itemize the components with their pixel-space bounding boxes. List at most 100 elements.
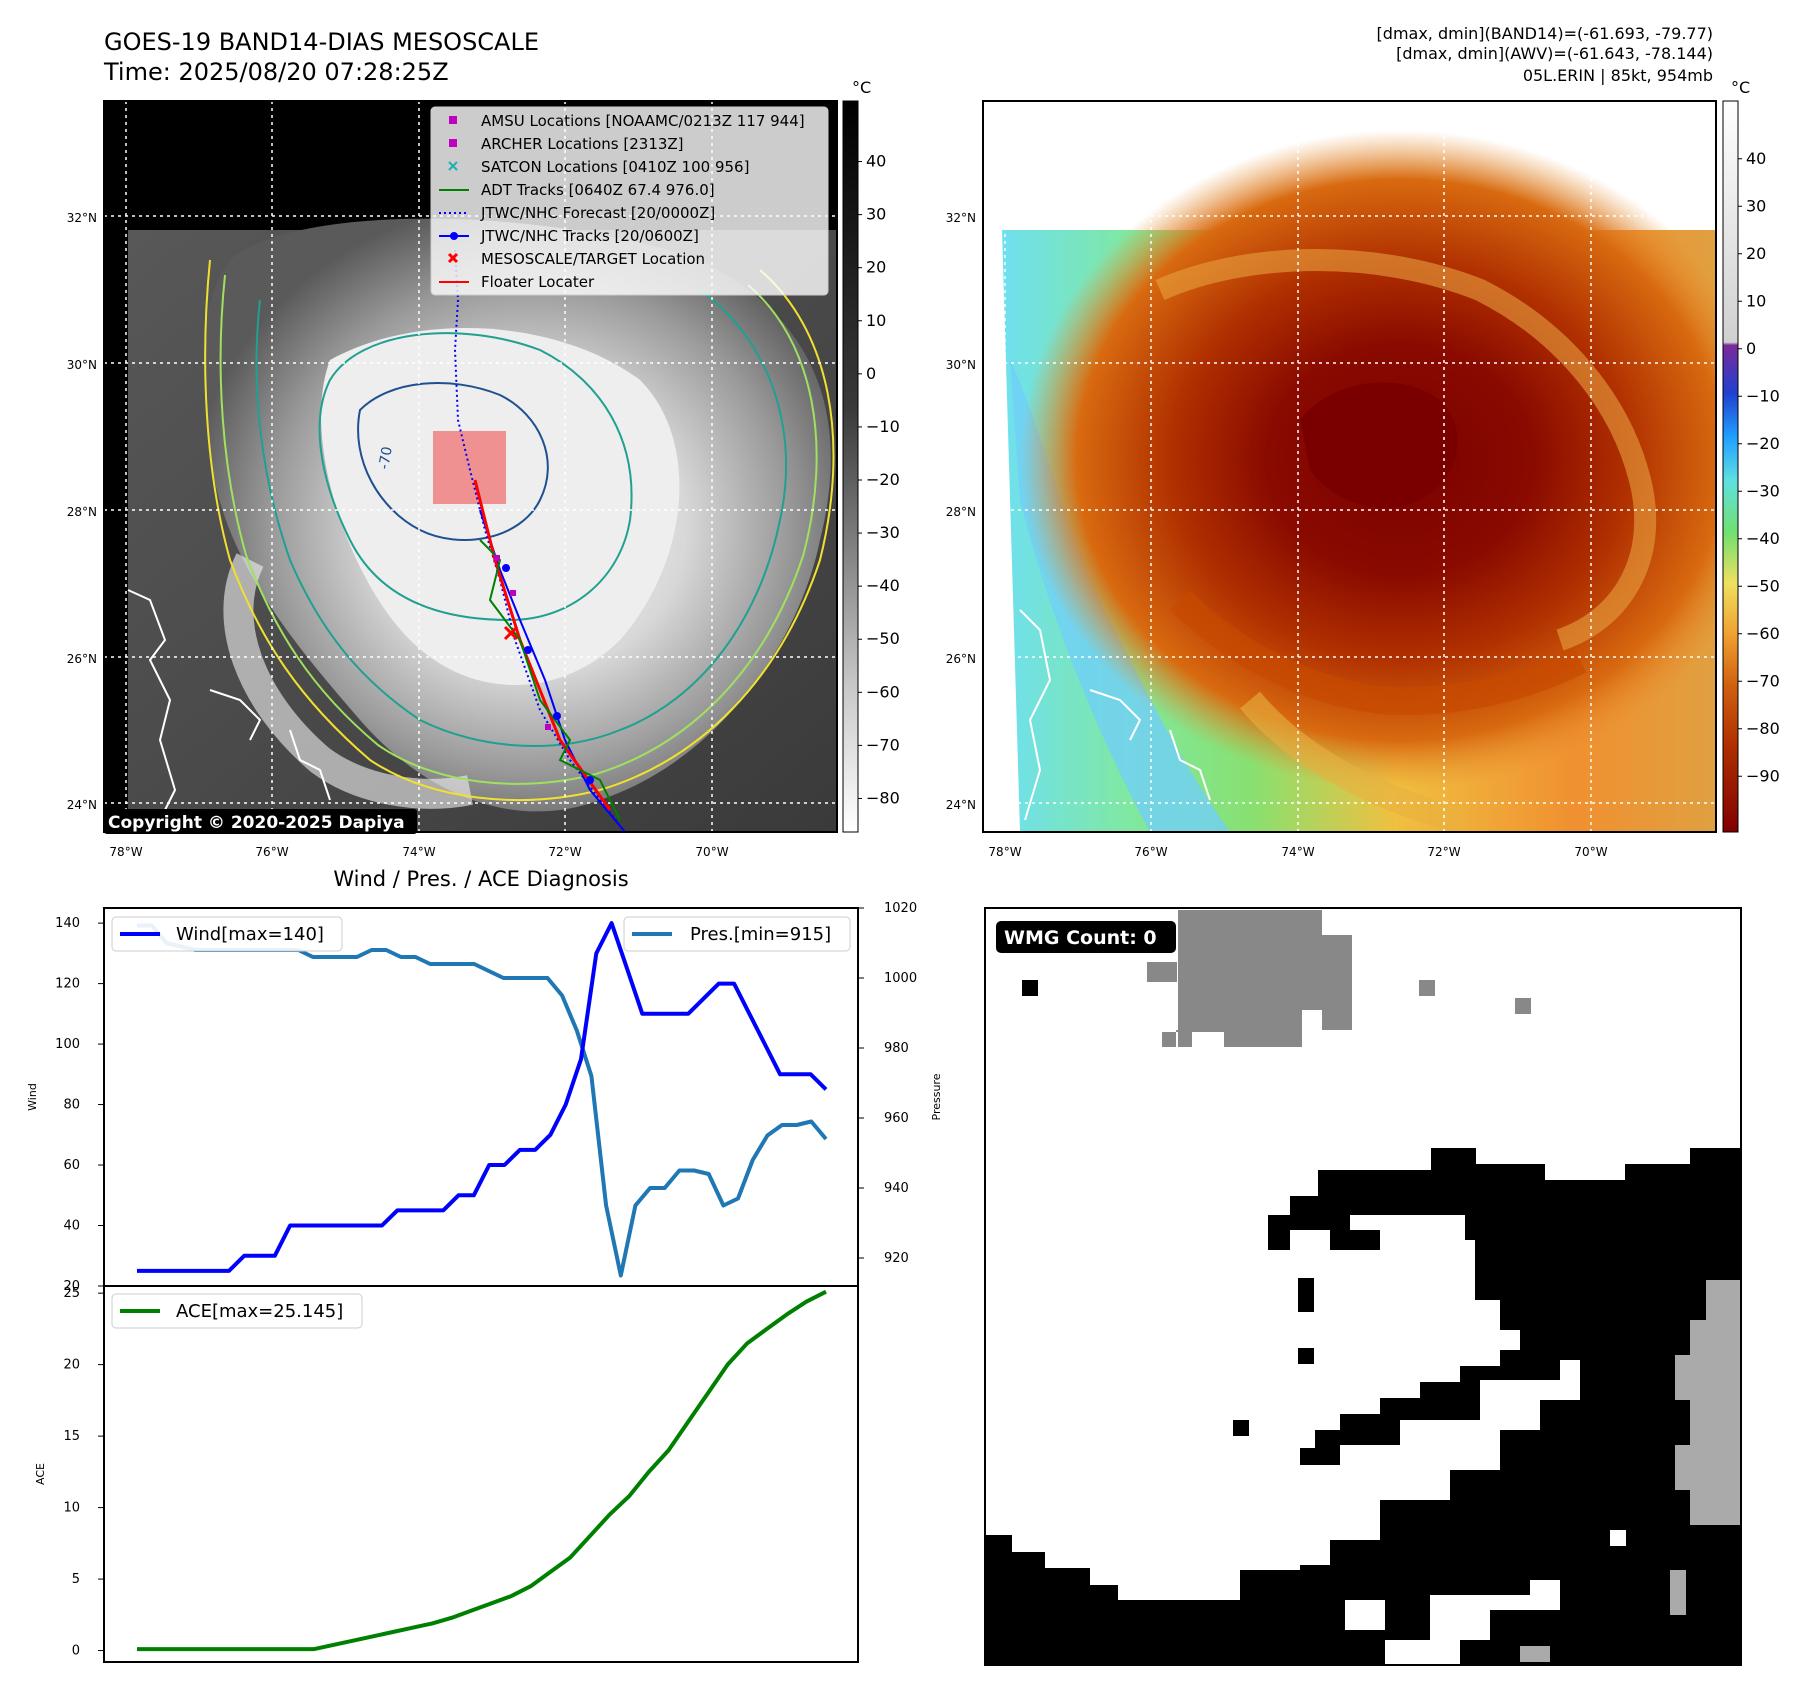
wind-tick-label: 60 bbox=[63, 1158, 80, 1173]
wind-legend: Wind[max=140] bbox=[111, 916, 343, 952]
legend-tracks: JTWC/NHC Tracks [20/0600Z] bbox=[480, 227, 699, 245]
pressure-tick-label: 920 bbox=[884, 1251, 909, 1266]
map-axis-labels: 32°N 32°N 30°N 30°N 28°N 28°N 26°N 26°N 24°N 24°N… bbox=[67, 211, 1608, 859]
legend-archer: ARCHER Locations [2313Z] bbox=[481, 135, 684, 153]
right-colorbar-tick-label: −40 bbox=[1746, 529, 1780, 548]
right-map-lat-label: 24°N bbox=[946, 798, 976, 812]
right-colorbar bbox=[1722, 100, 1739, 833]
left-colorbar-tick-label: 20 bbox=[866, 258, 886, 277]
figure-title-line2: Time: 2025/08/20 07:28:25Z bbox=[103, 58, 449, 86]
pressure-tick-label: 980 bbox=[884, 1041, 909, 1056]
left-colorbar-tick-label: −20 bbox=[866, 470, 900, 489]
right-colorbar-tick-label: −20 bbox=[1746, 434, 1780, 453]
wind-pressure-axes bbox=[103, 907, 859, 1287]
left-colorbar-tick-label: −10 bbox=[866, 417, 900, 436]
left-colorbar-tick-label: −30 bbox=[866, 523, 900, 542]
info-line-awv: [dmax, dmin](AWV)=(-61.643, -78.144) bbox=[1396, 44, 1713, 63]
left-map-lon-label: 72°W bbox=[548, 845, 581, 859]
left-colorbar-tick-label: 10 bbox=[866, 311, 886, 330]
right-map-frame bbox=[982, 100, 1717, 833]
left-map-lat-label: 24°N bbox=[67, 798, 97, 812]
wind-legend-label: Wind[max=140] bbox=[176, 924, 324, 945]
pressure-axis-ticks: 1020 1000 980 960 940 920 bbox=[858, 901, 917, 1266]
right-colorbar-ticks: 40 30 20 10 0 −10 −20 −30 −40 −50 −60 −70 −80 −90 bbox=[1738, 149, 1780, 785]
right-colorbar-tick-label: −30 bbox=[1746, 481, 1780, 500]
right-map-lat-label: 32°N bbox=[946, 211, 976, 225]
left-map-lat-label: 26°N bbox=[67, 652, 97, 666]
legend-target: MESOSCALE/TARGET Location bbox=[481, 250, 705, 268]
wind-tick-label: 100 bbox=[55, 1037, 80, 1052]
wind-tick-label: 120 bbox=[55, 977, 80, 992]
wind-axis-label: Wind bbox=[26, 1083, 39, 1111]
wind-tick-label: 140 bbox=[55, 916, 80, 931]
info-line-band14: [dmax, dmin](BAND14)=(-61.693, -79.77) bbox=[1377, 24, 1713, 43]
pressure-tick-label: 1020 bbox=[884, 901, 917, 916]
ace-axes bbox=[103, 1285, 859, 1663]
ace-tick-label: 10 bbox=[63, 1501, 80, 1516]
pressure-tick-label: 940 bbox=[884, 1181, 909, 1196]
right-colorbar-tick-label: −70 bbox=[1746, 671, 1780, 690]
left-colorbar-tick-label: 40 bbox=[866, 152, 886, 171]
legend-forecast: JTWC/NHC Forecast [20/0000Z] bbox=[480, 204, 715, 222]
right-colorbar-tick-label: 10 bbox=[1746, 291, 1766, 310]
right-map-lon-label: 76°W bbox=[1134, 845, 1167, 859]
left-map-lon-label: 78°W bbox=[109, 845, 142, 859]
left-colorbar-tick-label: 0 bbox=[866, 364, 876, 383]
wmg-label-box bbox=[996, 921, 1176, 953]
left-map-lat-label: 28°N bbox=[67, 505, 97, 519]
ace-tick-label: 0 bbox=[72, 1644, 80, 1659]
pressure-legend-label: Pres.[min=915] bbox=[690, 924, 831, 945]
right-map-lat-label: 28°N bbox=[946, 505, 976, 519]
ace-tick-label: 5 bbox=[72, 1572, 80, 1587]
wmg-frame bbox=[984, 907, 1742, 1666]
left-colorbar-tick-label: −60 bbox=[866, 682, 900, 701]
legend-floater: Floater Locater bbox=[481, 273, 595, 291]
right-map-lon-label: 72°W bbox=[1427, 845, 1460, 859]
wind-series-line bbox=[137, 921, 828, 1273]
right-map-lon-label: 70°W bbox=[1574, 845, 1607, 859]
left-map-frame bbox=[103, 100, 838, 833]
right-colorbar-tick-label: 30 bbox=[1746, 196, 1766, 215]
wind-tick-label: 80 bbox=[63, 1098, 80, 1113]
pressure-tick-label: 960 bbox=[884, 1111, 909, 1126]
info-line-storm: 05L.ERIN | 85kt, 954mb bbox=[1523, 66, 1713, 85]
right-colorbar-tick-label: 40 bbox=[1746, 149, 1766, 168]
left-map-lon-label: 74°W bbox=[402, 845, 435, 859]
ace-legend-label: ACE[max=25.145] bbox=[176, 1301, 343, 1322]
right-colorbar-tick-label: 20 bbox=[1746, 244, 1766, 263]
left-colorbar bbox=[842, 100, 859, 833]
pressure-tick-label: 1000 bbox=[884, 971, 917, 986]
right-map-lon-label: 74°W bbox=[1281, 845, 1314, 859]
left-map-lat-label: 30°N bbox=[67, 358, 97, 372]
right-colorbar-tick-label: −90 bbox=[1746, 766, 1780, 785]
ace-tick-label: 20 bbox=[63, 1358, 80, 1373]
ace-series-line bbox=[137, 1289, 827, 1652]
right-colorbar-unit: °C bbox=[1731, 78, 1750, 97]
right-map-lon-label: 78°W bbox=[988, 845, 1021, 859]
ace-axis-ticks: 25 20 15 10 5 0 bbox=[63, 1286, 104, 1659]
ace-tick-label: 15 bbox=[63, 1429, 80, 1444]
copyright-box bbox=[104, 809, 417, 834]
left-colorbar-tick-label: −70 bbox=[866, 735, 900, 754]
copyright: Copyright © 2020-2025 Dapiya bbox=[108, 813, 405, 833]
ace-axis-label: ACE bbox=[34, 1463, 47, 1485]
left-map-legend: AMSU Locations [NOAAMC/0213Z 117 944] AR… bbox=[430, 106, 829, 296]
left-colorbar-unit: °C bbox=[852, 78, 871, 97]
left-colorbar-ticks: 40 30 20 10 0 −10 −20 −30 −40 −50 −60 −70 −80 bbox=[858, 152, 900, 807]
right-colorbar-tick-label: −80 bbox=[1746, 719, 1780, 738]
right-colorbar-tick-label: −50 bbox=[1746, 576, 1780, 595]
left-map-lon-label: 70°W bbox=[695, 845, 728, 859]
ace-legend: ACE[max=25.145] bbox=[111, 1293, 363, 1329]
right-colorbar-tick-label: 0 bbox=[1746, 339, 1756, 358]
diagnosis-title: Wind / Pres. / ACE Diagnosis bbox=[333, 867, 628, 891]
ace-tick-label: 25 bbox=[63, 1286, 80, 1301]
right-colorbar-tick-label: −60 bbox=[1746, 624, 1780, 643]
right-map-lat-label: 26°N bbox=[946, 652, 976, 666]
contour-label: -70 bbox=[376, 445, 396, 470]
left-map-lat-label: 32°N bbox=[67, 211, 97, 225]
left-map-lon-label: 76°W bbox=[255, 845, 288, 859]
right-map-lat-label: 30°N bbox=[946, 358, 976, 372]
figure-title-line1: GOES-19 BAND14-DIAS MESOSCALE bbox=[104, 28, 539, 56]
legend-amsu: AMSU Locations [NOAAMC/0213Z 117 944] bbox=[481, 112, 805, 130]
